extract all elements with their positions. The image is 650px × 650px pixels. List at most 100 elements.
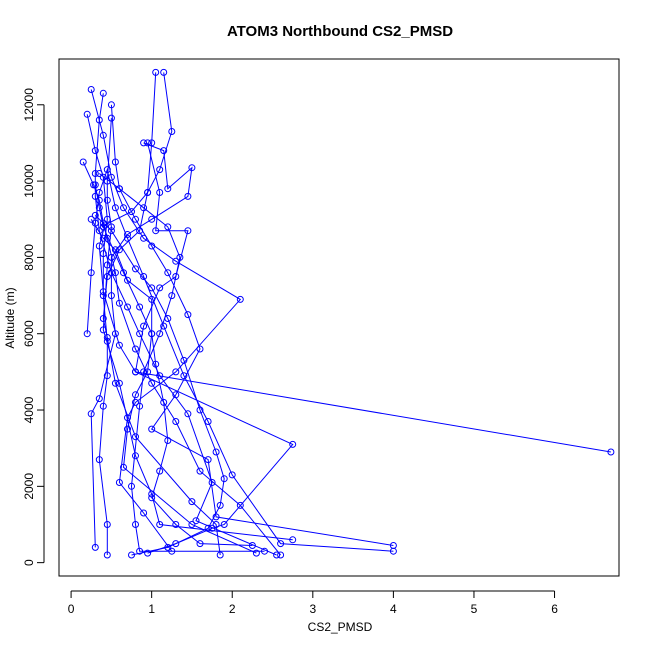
series-line bbox=[90, 142, 193, 548]
data-point bbox=[204, 456, 212, 464]
data-point bbox=[103, 521, 111, 528]
x-tick-label: 2 bbox=[229, 602, 236, 616]
data-point bbox=[132, 433, 139, 441]
data-point bbox=[140, 368, 148, 376]
data-point bbox=[132, 368, 139, 376]
data-point bbox=[196, 467, 204, 475]
data-point bbox=[91, 170, 99, 177]
x-tick-label: 1 bbox=[148, 602, 155, 616]
data-point bbox=[144, 139, 152, 147]
data-point bbox=[164, 185, 172, 193]
data-point bbox=[164, 223, 172, 231]
data-point bbox=[164, 315, 172, 322]
data-point bbox=[124, 303, 131, 311]
y-tick-label: 10000 bbox=[22, 164, 36, 198]
data-point bbox=[144, 368, 152, 376]
series-10 bbox=[87, 139, 196, 551]
data-point bbox=[107, 101, 115, 109]
series-line bbox=[134, 142, 294, 554]
data-point bbox=[103, 372, 111, 380]
series-5 bbox=[91, 89, 281, 559]
data-point bbox=[220, 521, 228, 528]
x-tick-label: 4 bbox=[390, 602, 397, 616]
x-tick-label: 0 bbox=[68, 602, 75, 616]
plot-frame bbox=[58, 58, 620, 577]
y-axis-label: Altitude (m) bbox=[3, 287, 17, 348]
data-point bbox=[111, 330, 119, 338]
series-11 bbox=[91, 181, 256, 549]
data-point bbox=[140, 322, 148, 330]
data-point bbox=[95, 227, 103, 235]
data-point bbox=[95, 170, 103, 177]
data-point bbox=[115, 185, 123, 193]
data-point bbox=[148, 494, 156, 502]
data-point bbox=[172, 540, 180, 548]
data-point bbox=[103, 551, 111, 559]
data-point bbox=[168, 292, 176, 300]
data-point bbox=[115, 341, 123, 349]
data-point bbox=[128, 208, 135, 216]
data-point bbox=[216, 501, 224, 509]
y-tick-label: 12000 bbox=[22, 88, 36, 122]
y-tick-label: 2000 bbox=[22, 473, 36, 500]
data-point bbox=[136, 402, 144, 410]
data-point bbox=[115, 379, 123, 387]
data-point bbox=[99, 250, 107, 258]
data-point bbox=[607, 448, 615, 456]
data-point bbox=[136, 547, 144, 555]
data-point bbox=[188, 521, 196, 528]
data-point bbox=[144, 189, 152, 196]
data-point bbox=[99, 89, 107, 97]
data-point bbox=[95, 116, 103, 124]
data-point bbox=[103, 196, 111, 204]
series-14 bbox=[91, 211, 228, 559]
series-line bbox=[94, 215, 225, 556]
series-line bbox=[86, 167, 394, 552]
series-3 bbox=[99, 68, 224, 559]
series-line bbox=[98, 173, 265, 552]
y-tick-label: 4000 bbox=[22, 396, 36, 423]
series-line bbox=[94, 93, 277, 556]
data-point bbox=[103, 166, 111, 174]
data-point bbox=[148, 284, 156, 292]
data-point bbox=[140, 204, 148, 212]
data-point bbox=[91, 147, 99, 155]
data-point bbox=[87, 86, 95, 93]
data-point bbox=[192, 517, 200, 525]
data-point bbox=[160, 68, 168, 76]
data-point bbox=[95, 196, 103, 204]
series-line bbox=[102, 118, 293, 541]
data-point bbox=[148, 425, 156, 433]
x-axis-label: CS2_PMSD bbox=[308, 620, 373, 634]
data-point bbox=[252, 549, 260, 557]
y-tick-label: 8000 bbox=[22, 244, 36, 271]
series-12 bbox=[132, 139, 297, 557]
data-point bbox=[103, 261, 111, 269]
series-13 bbox=[95, 170, 268, 555]
data-point bbox=[120, 463, 127, 471]
data-point bbox=[196, 345, 204, 353]
series-line bbox=[110, 104, 394, 546]
data-point bbox=[156, 372, 164, 380]
data-point bbox=[124, 425, 131, 433]
data-point bbox=[148, 330, 156, 338]
series-6 bbox=[99, 114, 297, 544]
data-point bbox=[156, 284, 164, 292]
data-point bbox=[289, 440, 297, 448]
data-point bbox=[124, 231, 131, 238]
data-point bbox=[103, 337, 111, 345]
data-point bbox=[164, 437, 172, 444]
data-point bbox=[99, 223, 107, 231]
data-point bbox=[148, 242, 156, 250]
data-point bbox=[87, 215, 95, 223]
data-point bbox=[208, 524, 216, 532]
data-point bbox=[87, 410, 95, 418]
series-15 bbox=[87, 215, 260, 557]
data-point bbox=[132, 398, 139, 406]
data-point bbox=[128, 551, 135, 559]
data-point bbox=[132, 391, 139, 399]
data-point bbox=[107, 173, 115, 181]
data-point bbox=[128, 482, 135, 490]
data-point bbox=[83, 330, 91, 338]
data-point bbox=[196, 406, 204, 414]
